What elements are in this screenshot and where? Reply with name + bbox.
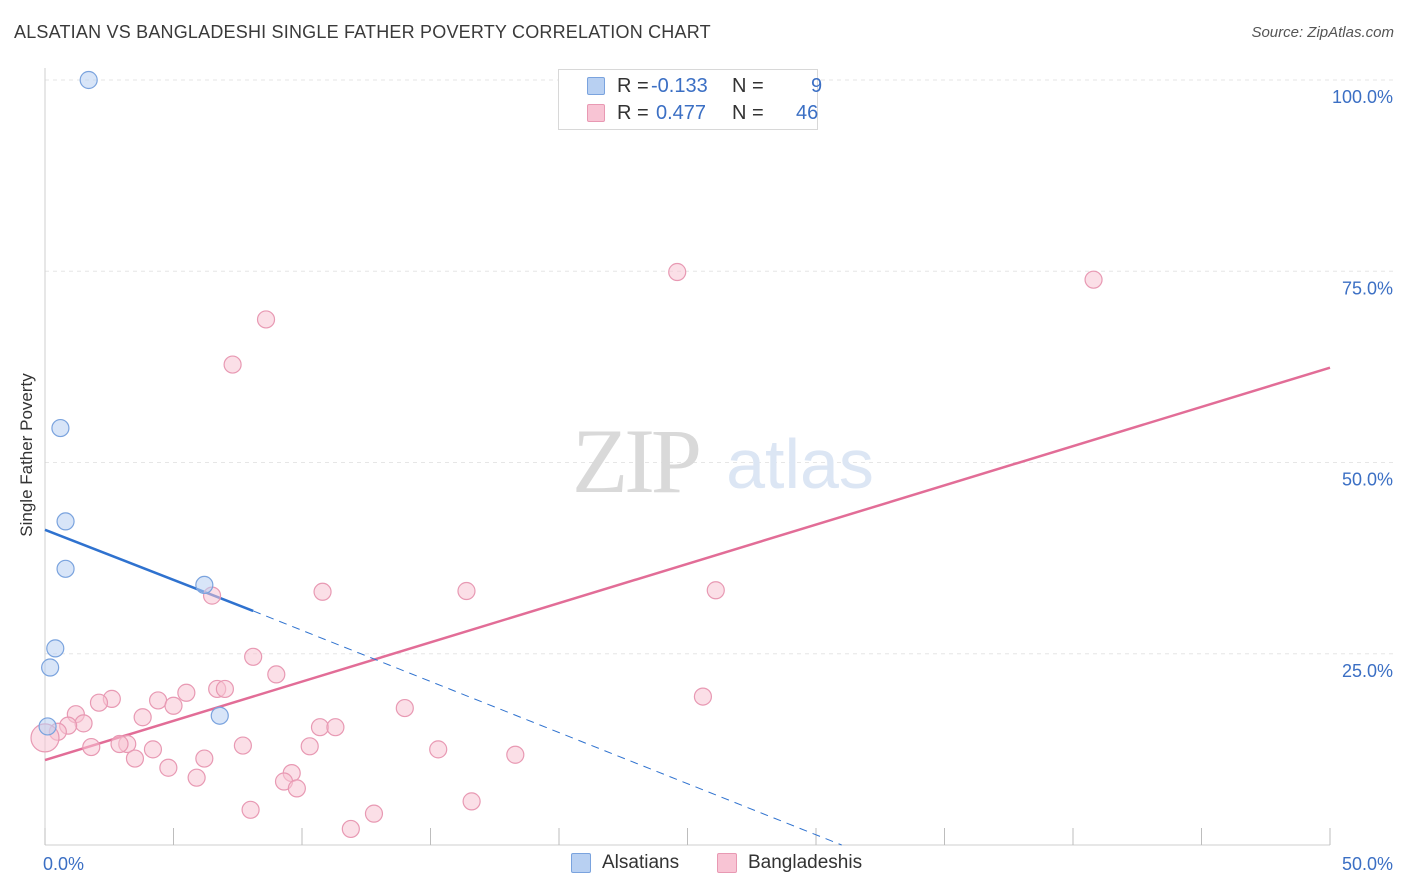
watermark-zip: ZIP (572, 410, 699, 512)
x-tick-label: 50.0% (1342, 854, 1393, 874)
legend-n-value: 9 (811, 75, 823, 97)
bangladeshi-point (215, 679, 234, 699)
alsatian-point (195, 575, 214, 595)
alsatian-point (46, 639, 65, 658)
tick-labels: 25.0% 50.0% 75.0% 100.0% 0.0% 50.0% (43, 87, 1393, 874)
bangladeshi-point (506, 745, 525, 764)
bangladeshi-point (287, 779, 306, 798)
legend-r-label: R = (617, 102, 649, 124)
axes (44, 68, 1331, 846)
data-points (30, 70, 1103, 839)
legend-r-value: -0.133 (651, 75, 708, 97)
bangladeshi-point (462, 792, 481, 811)
bangladeshi-point (326, 718, 345, 737)
bangladeshi-point (187, 768, 206, 787)
bangladeshi-point (341, 819, 360, 839)
alsatian-trend-extension (252, 610, 842, 846)
alsatian-point (79, 70, 98, 90)
legend-label: Alsatians (602, 852, 680, 873)
y-tick-label: 50.0% (1342, 470, 1393, 490)
bangladeshi-point (668, 262, 687, 282)
alsatian-point (41, 658, 60, 677)
bangladeshi-point (706, 581, 725, 600)
alsatian-swatch (571, 853, 591, 873)
chart-title: ALSATIAN VS BANGLADESHI SINGLE FATHER PO… (14, 22, 711, 42)
bangladeshi-point (148, 691, 168, 710)
bangladeshi-point (89, 693, 109, 712)
legend-n-label: N = (732, 102, 764, 124)
bangladeshi-point (233, 736, 252, 755)
bangladeshi-trend-line (44, 366, 1331, 762)
source-credit: Source: ZipAtlas.com (1251, 24, 1394, 41)
bangladeshi-point (693, 687, 713, 706)
bangladeshi-point (159, 758, 178, 777)
bangladeshi-point (143, 740, 163, 759)
bangladeshi-point (125, 749, 145, 768)
watermark-atlas: atlas (726, 425, 874, 503)
legend-n-label: N = (732, 75, 764, 97)
bangladeshi-point (110, 734, 129, 754)
bangladeshi-point (310, 718, 330, 737)
bangladeshi-point (164, 696, 183, 715)
legend-label: Bangladeshis (748, 852, 863, 873)
bangladeshi-point (244, 647, 263, 666)
bangladeshi-point (241, 800, 260, 819)
alsatian-point (51, 418, 70, 438)
alsatian-point (38, 717, 57, 736)
y-tick-label: 100.0% (1332, 87, 1393, 107)
x-tick-label: 0.0% (43, 854, 84, 874)
bangladeshi-point (267, 665, 286, 684)
bangladeshi-point (395, 698, 414, 718)
alsatian-swatch (587, 77, 605, 95)
bangladeshi-point (177, 683, 196, 702)
gridlines (45, 79, 1395, 655)
alsatian-point (210, 706, 229, 725)
bangladeshi-point (429, 740, 448, 759)
alsatian-point (56, 559, 75, 578)
bangladeshi-swatch (587, 104, 605, 122)
bangladeshi-point (364, 804, 384, 823)
bangladeshi-point (223, 355, 242, 374)
bangladeshi-point (133, 708, 152, 727)
legend-n-value: 46 (796, 102, 819, 124)
watermark: ZIP atlas (572, 410, 874, 512)
bangladeshi-point (82, 737, 101, 757)
bangladeshi-point (256, 310, 276, 329)
bangladeshi-swatch (717, 853, 737, 873)
correlation-legend: R = -0.133 N = 9 R = 0.477 N = 46 (558, 69, 822, 130)
bangladeshi-point (195, 749, 214, 768)
y-tick-label: 75.0% (1342, 278, 1393, 298)
bangladeshi-point (457, 581, 476, 601)
bangladeshi-point (300, 737, 319, 756)
bangladeshi-point (74, 714, 93, 733)
legend-r-value: 0.477 (656, 102, 707, 124)
bangladeshi-point (313, 582, 332, 601)
alsatian-trend-line (44, 528, 254, 613)
legend-r-label: R = (617, 75, 649, 97)
bangladeshi-point (1084, 270, 1103, 289)
alsatian-point (56, 512, 75, 531)
y-tick-label: 25.0% (1342, 661, 1393, 681)
